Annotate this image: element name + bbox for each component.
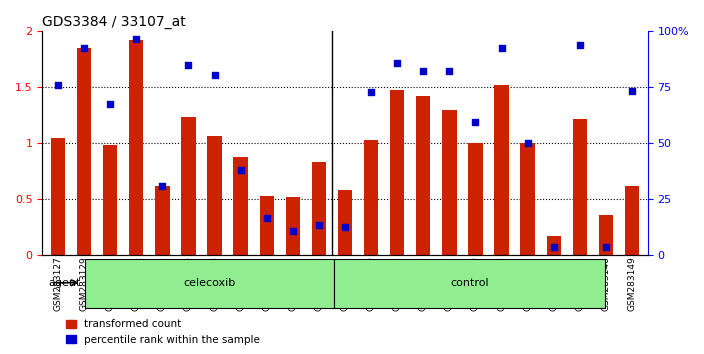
Text: celecoxib: celecoxib <box>183 278 235 288</box>
Point <box>574 42 586 48</box>
Bar <box>51 138 65 255</box>
Bar <box>182 118 196 255</box>
Point <box>78 45 89 51</box>
Point <box>287 229 298 234</box>
Bar <box>234 156 248 255</box>
Text: control: control <box>450 278 489 288</box>
Point <box>261 215 272 221</box>
FancyBboxPatch shape <box>334 259 605 308</box>
Point <box>365 89 377 95</box>
Point <box>209 72 220 78</box>
Bar <box>338 190 352 255</box>
Point <box>470 119 481 125</box>
Point <box>157 183 168 188</box>
Text: agent: agent <box>49 278 81 288</box>
Bar <box>572 119 587 255</box>
Point <box>496 45 507 51</box>
Bar <box>416 96 430 255</box>
Point <box>131 36 142 42</box>
Point <box>52 82 63 88</box>
Bar <box>208 136 222 255</box>
Bar <box>312 162 326 255</box>
Bar <box>598 215 613 255</box>
Point <box>522 140 533 146</box>
Bar <box>520 143 535 255</box>
Bar <box>155 185 170 255</box>
Point <box>339 224 351 230</box>
Bar <box>103 145 118 255</box>
Point <box>601 244 612 250</box>
Bar <box>494 85 509 255</box>
Bar <box>442 110 456 255</box>
Bar <box>286 197 300 255</box>
Bar <box>77 48 92 255</box>
Bar <box>546 236 561 255</box>
Point <box>313 222 325 228</box>
Point <box>627 88 638 93</box>
Bar <box>364 140 378 255</box>
Point <box>391 60 403 65</box>
FancyBboxPatch shape <box>84 259 334 308</box>
Point <box>183 62 194 68</box>
Bar <box>129 40 144 255</box>
Bar <box>468 143 483 255</box>
Point <box>548 244 560 250</box>
Bar <box>260 196 274 255</box>
Point <box>235 167 246 173</box>
Text: GDS3384 / 33107_at: GDS3384 / 33107_at <box>42 15 186 29</box>
Bar <box>390 90 404 255</box>
Point <box>444 68 455 73</box>
Point <box>105 101 116 107</box>
Bar <box>625 185 639 255</box>
Point <box>417 68 429 73</box>
Legend: transformed count, percentile rank within the sample: transformed count, percentile rank withi… <box>61 315 265 349</box>
